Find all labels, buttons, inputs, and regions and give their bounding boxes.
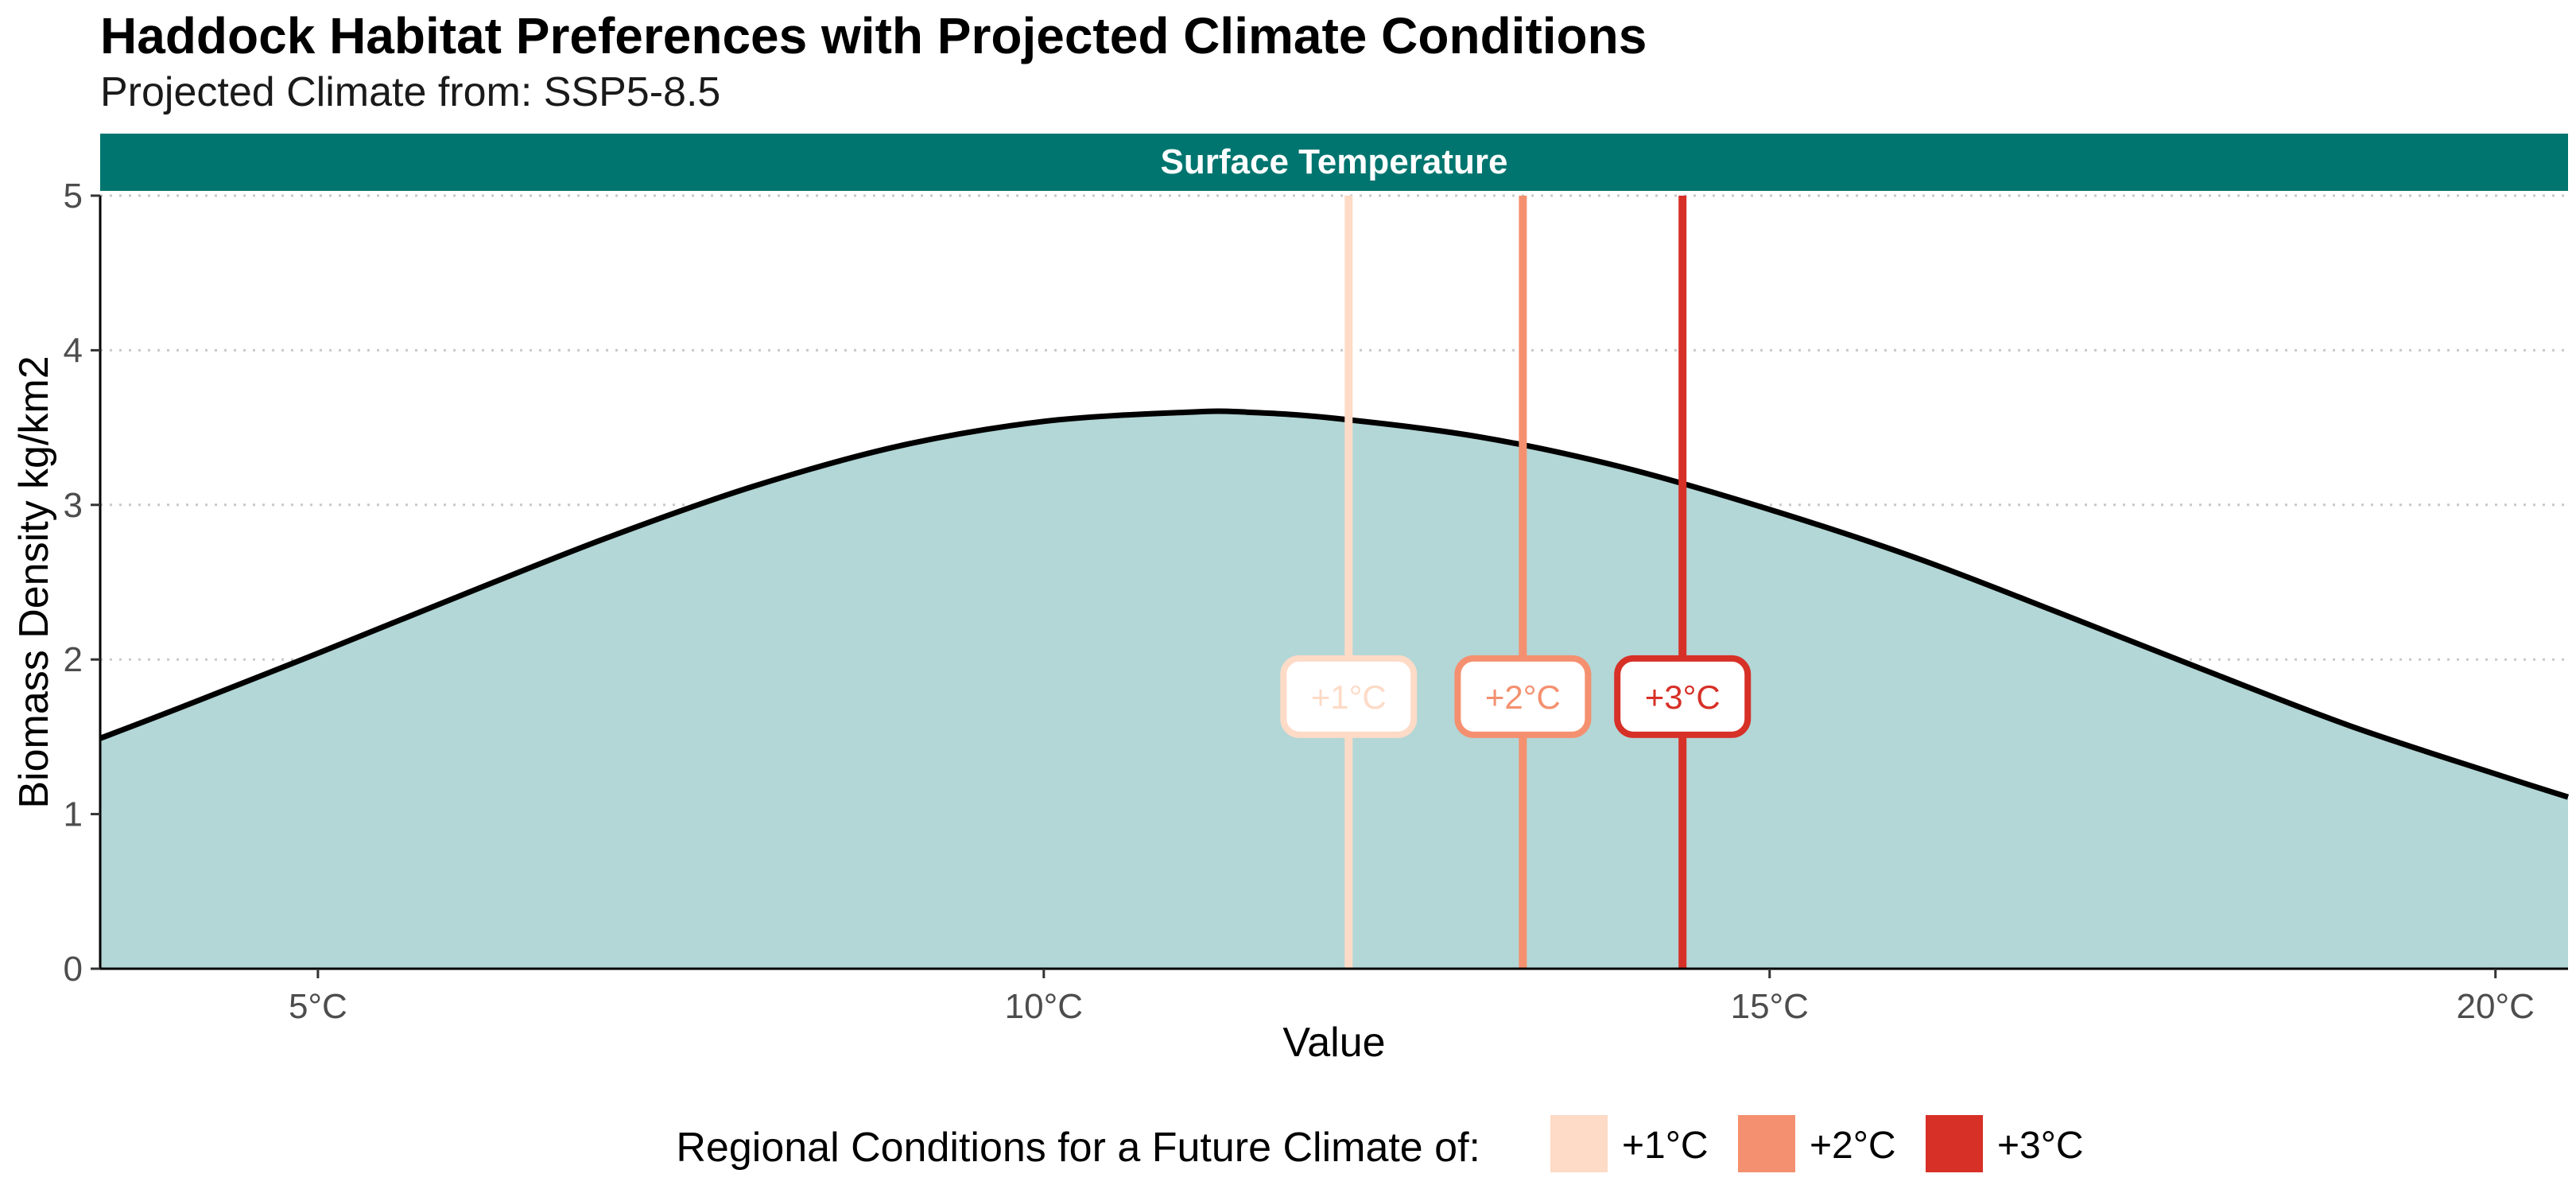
density-curve: [99, 408, 2570, 800]
climate-label: +1°C: [1311, 678, 1387, 716]
x-axis-title: Value: [1282, 1020, 1385, 1066]
x-tick-label: 5°C: [289, 987, 347, 1026]
legend-label: +1°C: [1622, 1125, 1709, 1167]
x-tick-label: 15°C: [1731, 987, 1809, 1026]
legend-label: +3°C: [1997, 1125, 2084, 1167]
y-axis-title: Biomass Density kg/km2: [11, 356, 57, 808]
chart-title: Haddock Habitat Preferences with Project…: [100, 7, 1647, 64]
y-tick-label: 5: [64, 177, 83, 216]
y-tick-label: 0: [64, 950, 83, 989]
y-tick-label: 4: [64, 331, 83, 370]
y-ticks: 0 1 2 3 4 5: [64, 177, 100, 989]
legend-swatch: [1926, 1115, 1983, 1172]
x-tick-label: 20°C: [2457, 987, 2535, 1026]
y-tick-label: 1: [64, 795, 83, 834]
facet-strip-label: Surface Temperature: [1161, 142, 1508, 181]
chart-subtitle: Projected Climate from: SSP5-8.5: [100, 69, 721, 115]
x-tick-label: 10°C: [1005, 987, 1083, 1026]
legend-swatch: [1550, 1115, 1608, 1172]
climate-label: +3°C: [1645, 678, 1721, 716]
facet-strip: [100, 134, 2568, 191]
legend: +1°C +2°C +3°C: [1550, 1115, 2084, 1172]
y-tick-label: 2: [64, 640, 83, 679]
climate-label-box: [1454, 655, 1592, 738]
legend-swatch: [1738, 1115, 1795, 1172]
climate-lines: +1°C +2°C +3°C: [1280, 196, 1752, 969]
legend-label: +2°C: [1810, 1125, 1896, 1167]
legend-title: Regional Conditions for a Future Climate…: [676, 1125, 1480, 1171]
x-ticks: 5°C 10°C 15°C 20°C: [289, 969, 2535, 1026]
climate-label-box: [1614, 655, 1752, 738]
y-tick-label: 3: [64, 486, 83, 525]
climate-label-box: [1280, 655, 1418, 738]
climate-label: +2°C: [1485, 678, 1561, 716]
